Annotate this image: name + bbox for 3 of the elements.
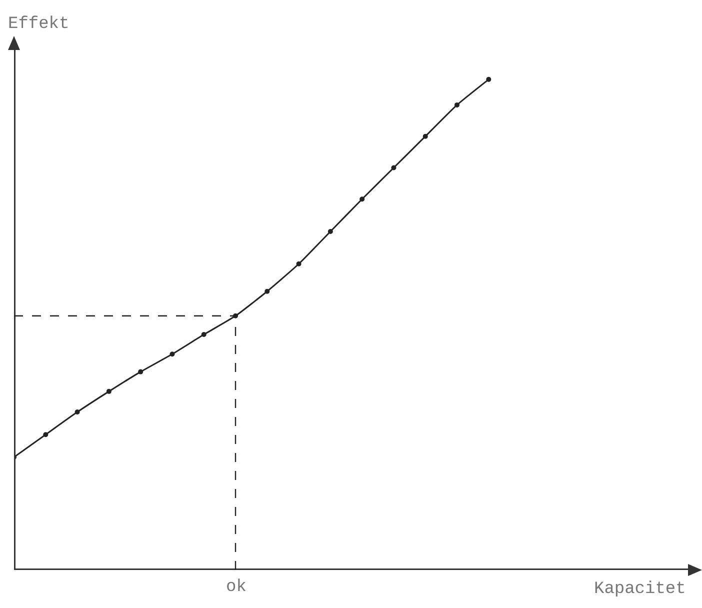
text: Kapacitet — [594, 580, 686, 599]
y-axis-title: Effekt — [8, 15, 70, 34]
text: ok — [226, 578, 246, 597]
